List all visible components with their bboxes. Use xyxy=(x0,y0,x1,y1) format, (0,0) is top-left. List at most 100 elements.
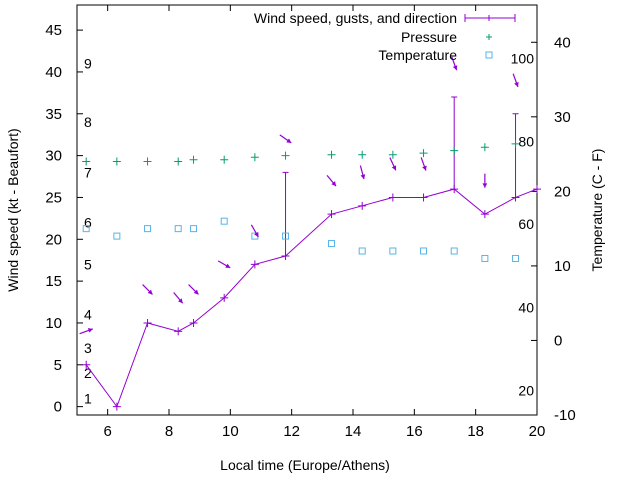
temperature-point-2 xyxy=(144,225,152,233)
y2-tick-label-1: 0 xyxy=(554,332,562,349)
pressure-point-4 xyxy=(189,155,198,164)
y-tick-label-3: 15 xyxy=(45,273,62,290)
pressure-point-8 xyxy=(327,150,336,159)
gust-bar-14 xyxy=(512,113,519,198)
temperature-point-7 xyxy=(282,232,290,240)
y2-axis-label: Temperature (C - F) xyxy=(589,149,605,272)
legend-temperature-marker xyxy=(485,51,493,59)
direction-arrow-9 xyxy=(389,157,397,171)
x-axis-label: Local time (Europe/Athens) xyxy=(220,457,390,473)
beaufort-label-5: 6 xyxy=(84,215,92,231)
wind-point-6 xyxy=(250,260,259,269)
fahrenheit-label-1: 40 xyxy=(518,300,534,316)
x-tick-label-2: 10 xyxy=(222,423,239,440)
direction-arrow-13 xyxy=(512,73,519,88)
beaufort-label-8: 9 xyxy=(84,56,92,72)
direction-arrow-4 xyxy=(217,260,231,269)
beaufort-label-6: 7 xyxy=(84,164,92,180)
x-tick-label-3: 12 xyxy=(283,423,300,440)
y2-tick-label-4: 30 xyxy=(554,109,571,126)
legend: Wind speed, gusts, and direction Pressur… xyxy=(254,10,516,63)
x-tick-label-4: 14 xyxy=(345,423,362,440)
pressure-point-2 xyxy=(143,157,152,166)
y2-tick-label-0: -10 xyxy=(554,407,576,424)
wind-point-2 xyxy=(143,318,152,327)
legend-pressure-marker xyxy=(486,34,492,40)
x-tick-label-7: 20 xyxy=(529,423,546,440)
beaufort-label-1: 2 xyxy=(84,365,92,381)
pressure-point-6 xyxy=(250,153,259,162)
pressure-point-10 xyxy=(388,150,397,159)
x-tick-label-5: 16 xyxy=(406,423,423,440)
fahrenheit-label-0: 20 xyxy=(518,382,534,398)
temperature-point-10 xyxy=(389,247,397,255)
x-tick-label-1: 8 xyxy=(165,423,173,440)
axis-labels: Local time (Europe/Athens) Wind speed (k… xyxy=(5,128,605,473)
pressure-point-7 xyxy=(281,151,290,160)
beaufort-label-4: 5 xyxy=(84,256,92,272)
fahrenheit-label-2: 60 xyxy=(518,216,534,232)
direction-arrow-2 xyxy=(173,292,184,304)
fahrenheit-label-4: 100 xyxy=(511,51,535,67)
y-tick-label-6: 30 xyxy=(45,148,62,165)
legend-temperature-label: Temperature xyxy=(378,47,457,63)
temperature-point-1 xyxy=(113,232,121,240)
pressure-point-11 xyxy=(419,149,428,158)
wind-point-13 xyxy=(480,210,489,219)
axes: 6 8 10 12 14 16 18 20051015202530354045-1001020… xyxy=(45,4,576,440)
direction-arrow-5 xyxy=(250,224,259,238)
wind-point-8 xyxy=(327,210,336,219)
beaufort-label-0: 1 xyxy=(84,390,92,406)
y-tick-label-0: 0 xyxy=(54,399,62,416)
y-tick-label-9: 45 xyxy=(45,22,62,39)
direction-arrow-0 xyxy=(79,328,93,335)
temperature-point-8 xyxy=(328,240,336,248)
temperature-point-5 xyxy=(220,217,228,225)
pressure-point-14 xyxy=(511,139,520,148)
direction-arrow-1 xyxy=(142,284,153,295)
wind-point-9 xyxy=(358,201,367,210)
direction-arrow-3 xyxy=(188,284,199,295)
wind-point-3 xyxy=(174,327,183,336)
pressure-point-3 xyxy=(174,157,183,166)
temperature-point-9 xyxy=(358,247,366,255)
pressure-point-0 xyxy=(82,157,91,166)
y2-tick-label-3: 20 xyxy=(554,183,571,200)
direction-arrow-8 xyxy=(359,165,366,180)
temperature-point-0 xyxy=(82,225,90,233)
x-tick-label-0: 6 xyxy=(103,423,111,440)
direction-arrow-6 xyxy=(279,134,292,144)
pressure-point-5 xyxy=(220,155,229,164)
wind-point-15 xyxy=(533,185,541,194)
wind-point-4 xyxy=(189,318,198,327)
legend-wind-marker xyxy=(486,15,492,21)
y2-tick-label-2: 10 xyxy=(554,258,571,275)
legend-pressure-label: Pressure xyxy=(401,29,457,45)
wind-point-11 xyxy=(419,193,428,202)
direction-arrow-10 xyxy=(420,157,427,171)
fahrenheit-label-3: 80 xyxy=(518,133,534,149)
y-tick-label-2: 10 xyxy=(45,315,62,332)
wind-point-10 xyxy=(388,193,397,202)
direction-arrow-12 xyxy=(482,173,488,188)
pressure-point-12 xyxy=(450,146,459,155)
wind-point-1 xyxy=(112,402,121,411)
temperature-point-4 xyxy=(190,225,198,233)
beaufort-label-3: 4 xyxy=(84,307,92,323)
temperature-point-3 xyxy=(174,225,182,233)
pressure-point-13 xyxy=(480,143,489,152)
wind-speed-line xyxy=(85,188,538,408)
beaufort-label-7: 8 xyxy=(84,114,92,130)
wind-point-5 xyxy=(220,293,229,302)
y-tick-label-7: 35 xyxy=(45,106,62,123)
plot-marks: 20 40 60 80 100 1 2 3 4 5 6 7 8 9 xyxy=(79,51,541,411)
y-axis-label: Wind speed (kt - Beaufort) xyxy=(5,128,21,291)
temperature-point-14 xyxy=(512,254,520,262)
gust-bar-7 xyxy=(282,171,289,257)
temperature-point-12 xyxy=(450,247,458,255)
x-tick-label-6: 18 xyxy=(467,423,484,440)
temperature-point-11 xyxy=(420,247,428,255)
y-tick-label-8: 40 xyxy=(45,64,62,81)
y2-tick-label-5: 40 xyxy=(554,34,571,51)
